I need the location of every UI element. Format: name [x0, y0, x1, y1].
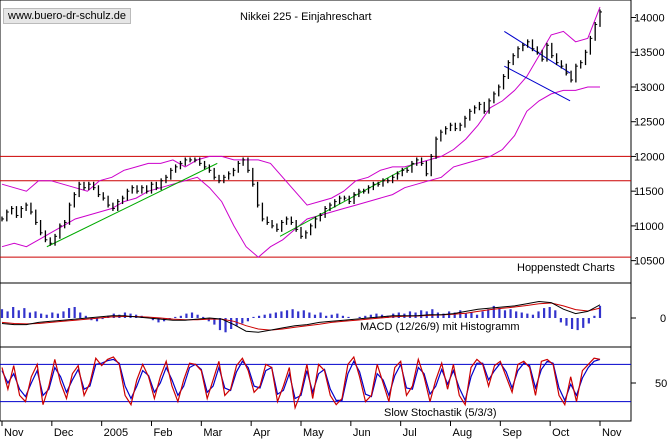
stoch-panel	[0, 355, 631, 411]
stoch-y-tick-label: 50	[655, 378, 667, 390]
x-tick-label: May	[303, 427, 324, 439]
chart-title: Nikkei 225 - Einjahreschart	[240, 11, 371, 23]
y-axis: 10500 11000 11500 12000 12500 13000 13500 14000…	[631, 13, 667, 390]
macd-panel	[0, 300, 602, 333]
trendline-0	[46, 162, 218, 248]
x-tick-label: Feb	[154, 427, 173, 439]
x-tick-label: Apr	[253, 427, 270, 439]
hoppenstedt-label: Hoppenstedt Charts	[517, 262, 615, 274]
x-axis: Nov Dec 2005 Feb Mar Apr May Jun Jul Aug Sep Oct Nov	[1, 421, 622, 439]
x-tick-label: Nov	[4, 427, 24, 439]
x-tick-label: Jul	[403, 427, 417, 439]
x-tick-label: Mar	[203, 427, 222, 439]
lower-band-line	[1, 86, 600, 258]
x-tick-label: Jun	[353, 427, 371, 439]
x-tick-label: Nov	[602, 427, 622, 439]
y-tick-label: 13000	[634, 82, 665, 94]
stoch-d-line	[1, 358, 601, 403]
y-tick-label: 11500	[634, 186, 664, 198]
x-tick-label: 2005	[104, 427, 128, 439]
trendline-3	[504, 65, 571, 102]
y-tick-label: 11000	[634, 221, 664, 233]
macd-signal-line	[1, 302, 601, 331]
upper-band-line	[1, 6, 601, 206]
x-tick-label: Dec	[54, 427, 74, 439]
chart-frame	[0, 0, 632, 422]
x-tick-label: Oct	[552, 427, 569, 439]
macd-label: MACD (12/26/9) mit Histogramm	[360, 321, 520, 333]
stoch-k-line	[1, 355, 601, 411]
macd-line	[1, 300, 601, 333]
price-panel	[0, 6, 631, 258]
stoch-label: Slow Stochastik (5/3/3)	[384, 407, 497, 419]
macd-y-tick-label: 0	[660, 313, 666, 325]
watermark: www.buero-dr-schulz.de	[3, 8, 131, 24]
y-tick-label: 12000	[634, 151, 665, 163]
y-tick-label: 13500	[634, 47, 665, 59]
x-tick-label: Sep	[502, 427, 522, 439]
y-tick-label: 14000	[634, 13, 665, 25]
y-tick-label: 12500	[634, 117, 665, 129]
y-tick-label: 10500	[634, 256, 665, 268]
x-tick-label: Aug	[453, 427, 473, 439]
